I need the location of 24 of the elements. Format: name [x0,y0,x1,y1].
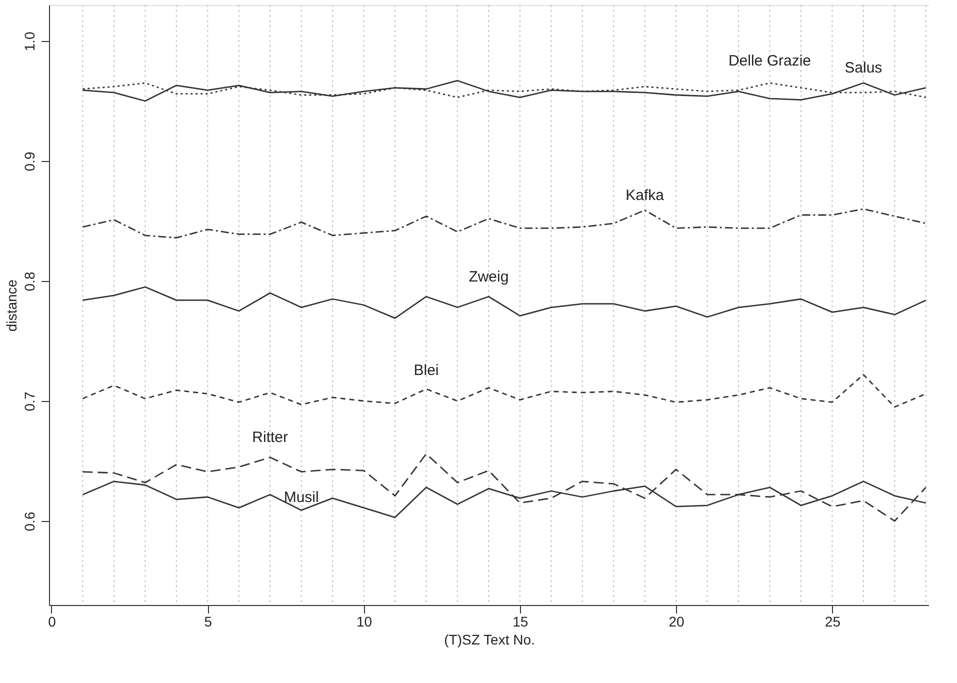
y-tick-label: 0.7 [22,392,38,412]
x-tick-label: 0 [48,614,56,630]
line-series [82,286,927,319]
y-tick-label: 0.9 [22,152,38,172]
line-series [82,374,927,408]
y-tick-label: 1.0 [22,32,38,52]
line-series [82,453,927,522]
x-tick-label: 5 [204,614,212,630]
annotation: Delle Grazie [728,52,812,70]
annotation: Blei [414,362,439,379]
annotation: Zweig [468,268,509,286]
y-tick-label: 0.6 [22,512,38,532]
x-tick-label: 10 [356,614,372,630]
x-axis-title: (T)SZ Text No. [444,632,535,648]
y-axis-title: distance [4,279,20,332]
y-tick-label: 0.8 [22,272,38,292]
x-tick-label: 25 [824,614,841,630]
annotation: Ritter [252,429,288,446]
x-tick-label: 15 [512,614,528,630]
x-tick-label: 20 [668,614,685,630]
line-series [82,208,927,238]
annotation: Salus [844,60,882,77]
annotation: Musil [284,489,319,506]
annotation: Kafka [626,186,665,204]
